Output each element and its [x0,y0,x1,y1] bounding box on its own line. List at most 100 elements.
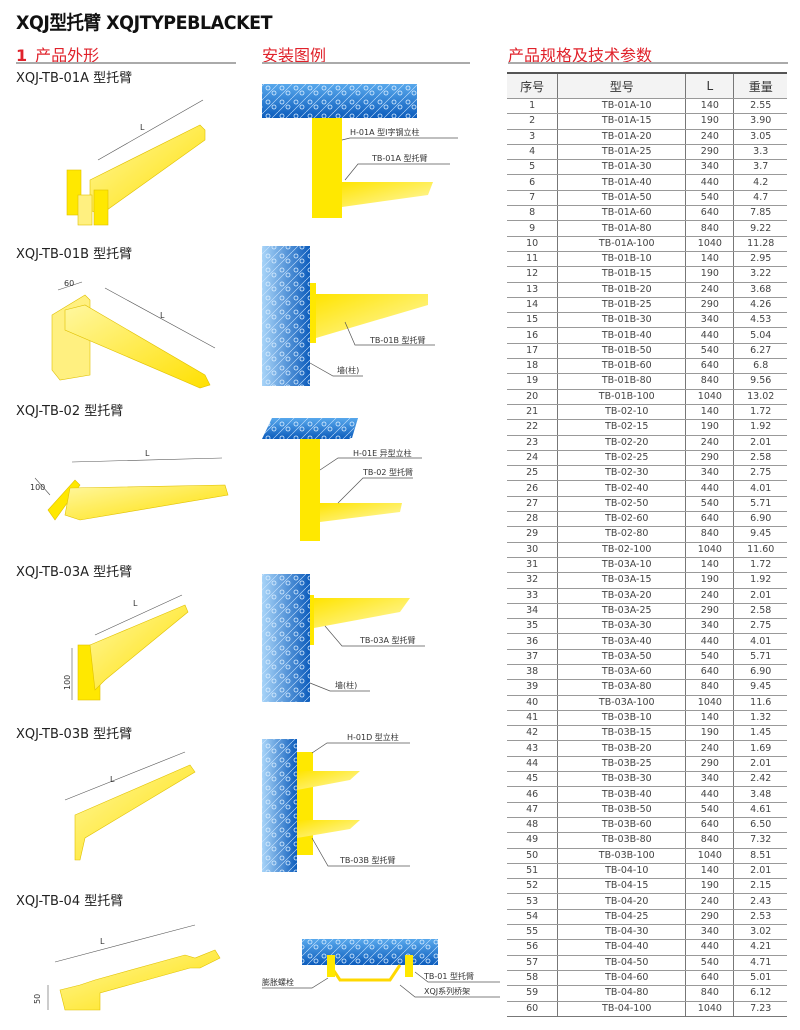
cell-index: 59 [507,985,558,1002]
cell-index: 49 [507,832,558,849]
cell-length: 640 [685,970,734,987]
cell-length: 340 [685,159,734,176]
table-row: 56 TB-04-40 440 4.21 [507,939,787,956]
cell-model: TB-01B-100 [557,389,686,405]
cell-length: 340 [685,312,734,329]
cell-weight: 5.04 [733,327,787,344]
table-row: 22 TB-02-15 190 1.92 [507,419,787,436]
cell-length: 140 [685,98,734,115]
cell-model: TB-03B-50 [557,802,686,818]
cell-index: 22 [507,419,558,436]
cell-weight: 5.01 [733,970,787,987]
cell-weight: 9.56 [733,373,787,390]
cell-index: 28 [507,511,558,528]
cell-weight: 2.01 [733,863,787,880]
cell-index: 6 [507,174,558,191]
bracket-04-drawing: L 50 [33,924,221,1011]
cell-model: TB-02-15 [557,419,686,436]
table-row: 38 TB-03A-60 640 6.90 [507,664,787,681]
table-row: 49 TB-03B-80 840 7.32 [507,832,787,849]
install-label: XQJ系列桥架 [424,986,470,996]
cell-length: 340 [685,771,734,788]
cell-model: TB-03A-100 [557,695,686,711]
cell-index: 24 [507,450,558,467]
product-label: XQJ-TB-03A 型托臂 [16,565,133,580]
installation-drawings: H-01A 型I字钢立柱 TB-01A 型托臂 TB-01B 型托臂 墙(柱) … [262,84,500,998]
cell-weight: 2.43 [733,893,787,910]
cell-model: TB-03A-20 [557,588,686,604]
cell-length: 440 [685,939,734,956]
cell-weight: 9.45 [733,526,787,543]
cell-index: 26 [507,480,558,497]
cell-weight: 4.61 [733,802,787,818]
cell-weight: 2.01 [733,756,787,773]
table-row: 57 TB-04-50 540 4.71 [507,955,787,971]
table-row: 26 TB-02-40 440 4.01 [507,480,787,497]
cell-length: 840 [685,373,734,390]
cell-index: 53 [507,893,558,910]
table-row: 27 TB-02-50 540 5.71 [507,496,787,513]
table-row: 12 TB-01B-15 190 3.22 [507,266,787,283]
dimension-label: 100 [30,483,45,492]
section-appearance-heading: 1 产品外形 [16,42,99,66]
cell-model: TB-01A-60 [557,205,686,222]
table-row: 33 TB-03A-20 240 2.01 [507,588,787,604]
cell-index: 4 [507,144,558,161]
cell-length: 540 [685,955,734,971]
cell-length: 1040 [685,695,734,711]
table-row: 4 TB-01A-25 290 3.3 [507,144,787,161]
cell-model: TB-01B-10 [557,251,686,268]
cell-index: 55 [507,924,558,941]
cell-length: 240 [685,282,734,298]
install-label: H-01D 型立柱 [347,732,399,742]
cell-index: 5 [507,159,558,176]
cell-length: 840 [685,832,734,849]
cell-weight: 2.01 [733,435,787,451]
table-row: 15 TB-01B-30 340 4.53 [507,312,787,329]
table-row: 41 TB-03B-10 140 1.32 [507,710,787,727]
cell-index: 32 [507,572,558,589]
col-header-length: L [685,72,734,99]
cell-weight: 3.48 [733,786,787,803]
install-label: TB-01 型托臂 [423,971,474,981]
table-row: 45 TB-03B-30 340 2.42 [507,771,787,788]
cell-length: 840 [685,526,734,543]
cell-model: TB-03B-25 [557,756,686,773]
cell-weight: 3.02 [733,924,787,941]
cell-weight: 13.02 [733,389,787,405]
cell-weight: 3.7 [733,159,787,176]
cell-length: 190 [685,419,734,436]
dimension-label: L [140,123,145,132]
cell-length: 190 [685,725,734,742]
install-label: H-01E 异型立柱 [353,448,412,458]
cell-model: TB-04-10 [557,863,686,880]
cell-model: TB-01A-15 [557,113,686,130]
cell-model: TB-02-40 [557,480,686,497]
cell-model: TB-03A-40 [557,633,686,650]
cell-index: 1 [507,98,558,115]
cell-weight: 2.58 [733,450,787,467]
cell-model: TB-02-60 [557,511,686,528]
table-row: 60 TB-04-100 1040 7.23 [507,1001,787,1017]
table-row: 51 TB-04-10 140 2.01 [507,863,787,880]
cell-weight: 4.01 [733,633,787,650]
install-02-diagram: H-01E 异型立柱 TB-02 型托臂 [262,418,422,541]
col-header-model: 型号 [557,72,686,99]
cell-length: 640 [685,511,734,528]
cell-index: 47 [507,802,558,818]
cell-index: 23 [507,435,558,451]
cell-length: 190 [685,878,734,895]
table-row: 32 TB-03A-15 190 1.92 [507,572,787,589]
product-label: XQJ-TB-01A 型托臂 [16,71,133,86]
table-row: 10 TB-01A-100 1040 11.28 [507,236,787,252]
install-04-diagram: 膨胀螺栓 TB-01 型托臂 XQJ系列桥架 [262,939,500,998]
cell-length: 840 [685,679,734,696]
cell-length: 440 [685,174,734,191]
install-label: 墙(柱) [337,365,359,375]
cell-length: 190 [685,266,734,283]
product-label: XQJ-TB-04 型托臂 [16,894,124,909]
cell-index: 54 [507,909,558,926]
cell-model: TB-01B-50 [557,343,686,360]
table-row: 29 TB-02-80 840 9.45 [507,526,787,543]
cell-index: 7 [507,190,558,207]
